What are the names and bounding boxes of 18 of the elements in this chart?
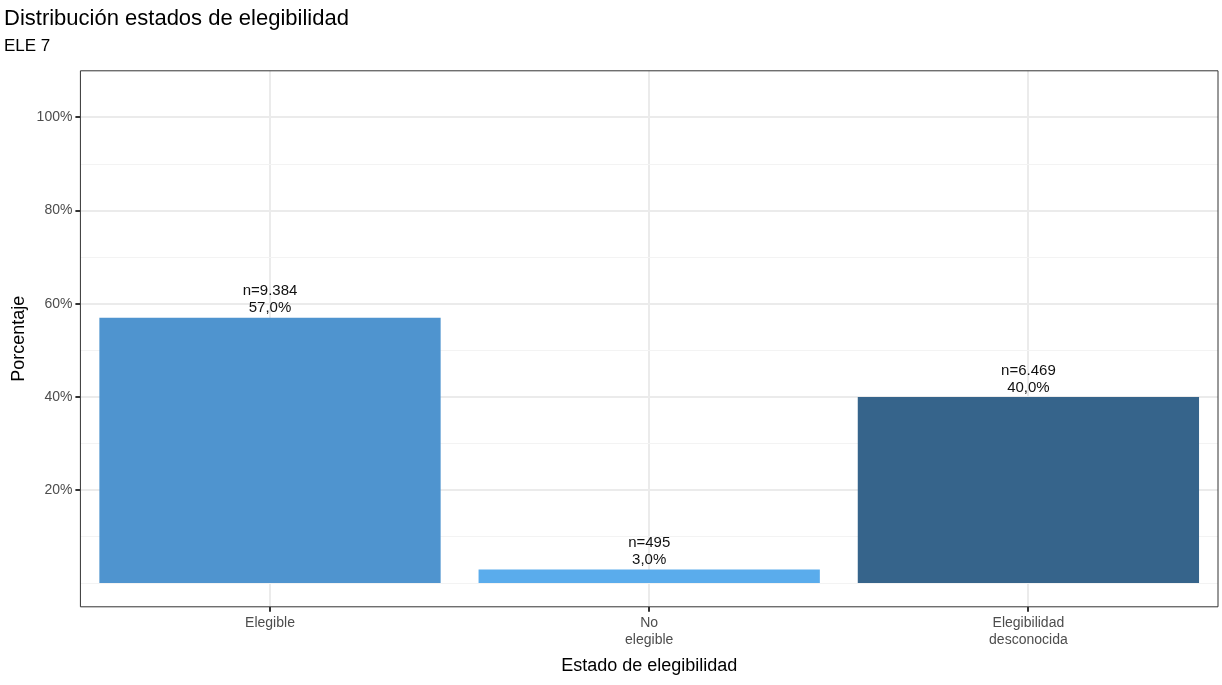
data-label: n=9.384 57,0% (242, 281, 298, 316)
y-tick-label: 40% (44, 387, 73, 404)
x-axis-title: Estado de elegibilidad (561, 655, 738, 676)
data-label: n=495 3,0% (628, 533, 671, 568)
x-tick-label: Elegibilidad desconocida (989, 614, 1068, 647)
bar (478, 569, 820, 583)
data-label: n=6.469 40,0% (1001, 360, 1056, 395)
bar (857, 397, 1200, 583)
y-tick-label: 80% (44, 201, 73, 218)
x-tick-label: No elegible (625, 614, 674, 647)
y-tick-label: 20% (44, 481, 73, 498)
chart-subtitle: ELE 7 (4, 36, 51, 56)
y-axis-title: Porcentaje (7, 295, 28, 382)
bar (99, 317, 441, 583)
y-tick-label: 60% (44, 294, 73, 311)
y-tick-label: 100% (36, 108, 73, 125)
x-tick-label: Elegible (245, 614, 296, 631)
chart-title: Distribución estados de elegibilidad (4, 5, 349, 31)
